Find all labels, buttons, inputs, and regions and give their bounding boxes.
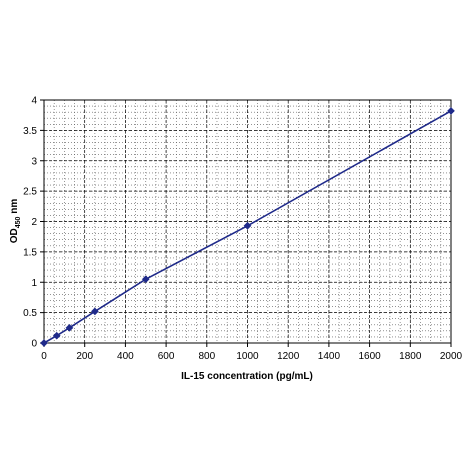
data-point bbox=[65, 323, 74, 332]
y-axis-label-main: OD bbox=[9, 228, 20, 243]
y-axis-label-subscript: 450 bbox=[15, 216, 22, 228]
data-point bbox=[447, 106, 455, 115]
y-tick-label: 2 bbox=[31, 217, 37, 228]
y-tick-label: 0.5 bbox=[23, 308, 37, 319]
y-tick-label: 3.5 bbox=[23, 126, 37, 137]
x-tick-label: 0 bbox=[41, 351, 47, 362]
data-point bbox=[90, 307, 99, 316]
x-axis-label: IL-15 concentration (pg/mL) bbox=[181, 371, 313, 382]
x-tick-label: 1600 bbox=[358, 351, 381, 362]
y-axis-label-unit: nm bbox=[9, 199, 20, 217]
x-tick-label: 400 bbox=[117, 351, 134, 362]
data-point bbox=[52, 331, 61, 340]
y-tick-label: 1.5 bbox=[23, 247, 37, 258]
x-tick-label: 800 bbox=[198, 351, 215, 362]
y-tick-label: 0 bbox=[31, 339, 37, 350]
data-point bbox=[141, 275, 150, 284]
x-tick-label: 600 bbox=[158, 351, 175, 362]
x-tick-label: 1200 bbox=[277, 351, 300, 362]
y-tick-label: 4 bbox=[31, 96, 37, 107]
x-tick-label: 1400 bbox=[318, 351, 341, 362]
data-points bbox=[40, 106, 455, 347]
data-point bbox=[40, 339, 48, 347]
x-axis-ticks: 0 200 400 600 800 1000 1200 1400 1600 1800 2000 bbox=[41, 343, 463, 362]
x-tick-label: 1000 bbox=[236, 351, 259, 362]
y-axis-ticks: 0 0.5 1 1.5 2 2.5 3 3.5 4 bbox=[23, 96, 44, 350]
x-tick-label: 200 bbox=[76, 351, 93, 362]
y-axis-label: OD450 nm bbox=[9, 199, 22, 244]
x-tick-label: 2000 bbox=[440, 351, 463, 362]
y-tick-label: 3 bbox=[31, 156, 37, 167]
y-tick-label: 2.5 bbox=[23, 187, 37, 198]
y-tick-label: 1 bbox=[31, 278, 37, 289]
x-tick-label: 1800 bbox=[399, 351, 422, 362]
data-point bbox=[243, 221, 252, 230]
